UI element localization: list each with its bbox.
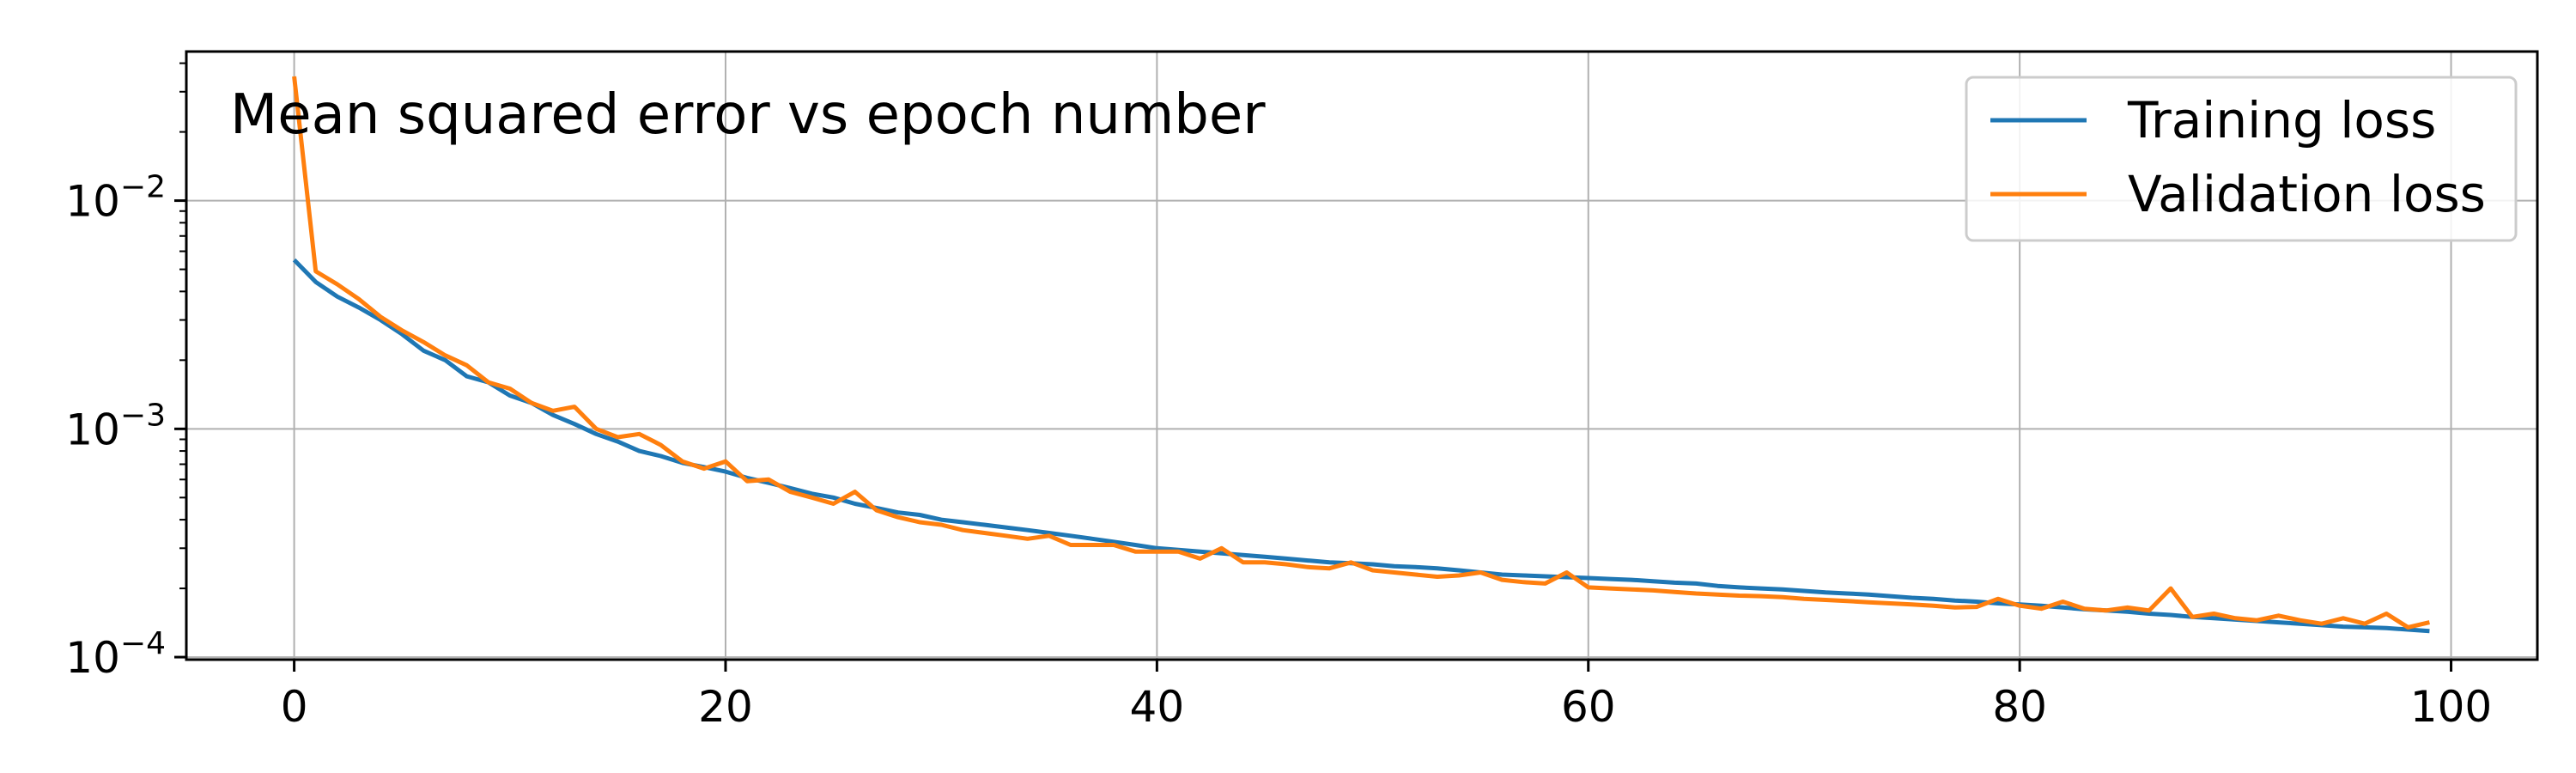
chart-title: Mean squared error vs epoch number [230,83,1266,147]
x-tick-label: 100 [2410,682,2492,732]
plot-frame [185,50,2539,661]
x-tick-label: 0 [281,682,308,732]
x-tick-label: 60 [1561,682,1616,732]
legend-label-training: Training loss [2127,91,2436,149]
validation-loss-line [292,76,2430,630]
series-layer [292,76,2430,634]
legend: Training loss Validation loss [1965,76,2518,242]
y-tick-label: 10−3 [65,398,166,454]
training-loss-line [292,258,2430,634]
ticks-layer: 0 20 40 60 80 100 10−2 10−3 10−4 [65,62,2492,732]
x-tick-label: 80 [1992,682,2047,732]
y-tick-label: 10−2 [65,170,166,227]
legend-label-validation: Validation loss [2128,165,2486,223]
x-tick-label: 40 [1130,682,1185,732]
y-tick-label: 10−4 [65,626,166,683]
x-tick-label: 20 [698,682,753,732]
legend-box [1965,76,2518,242]
